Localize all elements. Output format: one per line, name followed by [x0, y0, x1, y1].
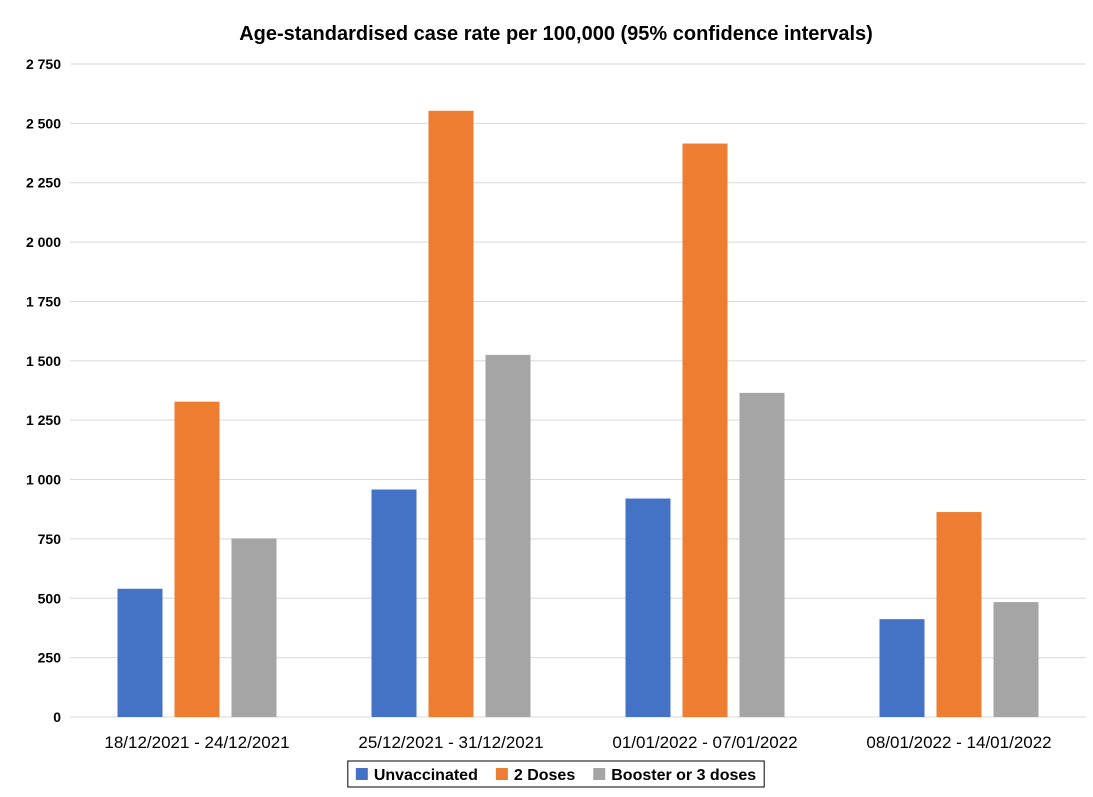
- bars: [117, 110, 1039, 718]
- y-tick-label: 1 750: [26, 293, 61, 309]
- bar-2-doses-3: [682, 143, 728, 718]
- legend-label: Booster or 3 doses: [611, 767, 756, 784]
- y-axis-tick-labels: 0 250 500 750 1 000 1 250 1 500 1 750 2 000 2 250…: [26, 56, 61, 725]
- legend-swatch-3: [593, 768, 606, 780]
- legend-swatch-1: [355, 768, 368, 780]
- x-tick-label: 01/01/2022 - 07/01/2022: [612, 733, 797, 752]
- x-axis-tick-labels: 18/12/2021 - 24/12/2021 25/12/2021 - 31/1…: [104, 733, 1051, 752]
- x-tick-label: 18/12/2021 - 24/12/2021: [104, 733, 289, 752]
- bar-unvaccinated-3: [625, 498, 671, 717]
- legend-label: 2 Doses: [514, 767, 575, 784]
- bar-unvaccinated-4: [879, 619, 925, 717]
- bar-unvaccinated-2: [371, 489, 417, 717]
- y-tick-label: 2 250: [26, 175, 61, 191]
- bar-2-doses-4: [936, 512, 982, 717]
- legend-swatch-2: [495, 768, 508, 780]
- x-tick-label: 25/12/2021 - 31/12/2021: [358, 733, 543, 752]
- y-tick-label: 2 000: [26, 234, 61, 250]
- y-tick-label: 1 000: [26, 472, 61, 488]
- bar-unvaccinated-1: [117, 588, 163, 717]
- y-tick-label: 2 750: [26, 56, 61, 72]
- gridlines: [70, 63, 1086, 718]
- y-tick-label: 1 500: [26, 353, 61, 369]
- bar-booster-or-3-doses-4: [993, 602, 1039, 717]
- y-tick-label: 0: [53, 709, 61, 725]
- bar-booster-or-3-doses-3: [739, 392, 785, 717]
- bar-2-doses-2: [428, 110, 474, 717]
- x-tick-label: 08/01/2022 - 14/01/2022: [866, 733, 1051, 752]
- y-tick-label: 2 500: [26, 115, 61, 131]
- bar-2-doses-1: [174, 401, 220, 717]
- chart-title: Age-standardised case rate per 100,000 (…: [239, 23, 873, 45]
- legend-box: [347, 760, 765, 788]
- legend-label: Unvaccinated: [374, 767, 478, 784]
- y-tick-label: 500: [38, 590, 62, 606]
- bar-booster-or-3-doses-2: [485, 354, 531, 717]
- bar-booster-or-3-doses-1: [231, 538, 277, 717]
- y-tick-label: 750: [38, 531, 62, 547]
- y-tick-label: 250: [38, 650, 62, 666]
- legend: Unvaccinated 2 Doses Booster or 3 doses: [347, 760, 765, 788]
- y-tick-label: 1 250: [26, 412, 61, 428]
